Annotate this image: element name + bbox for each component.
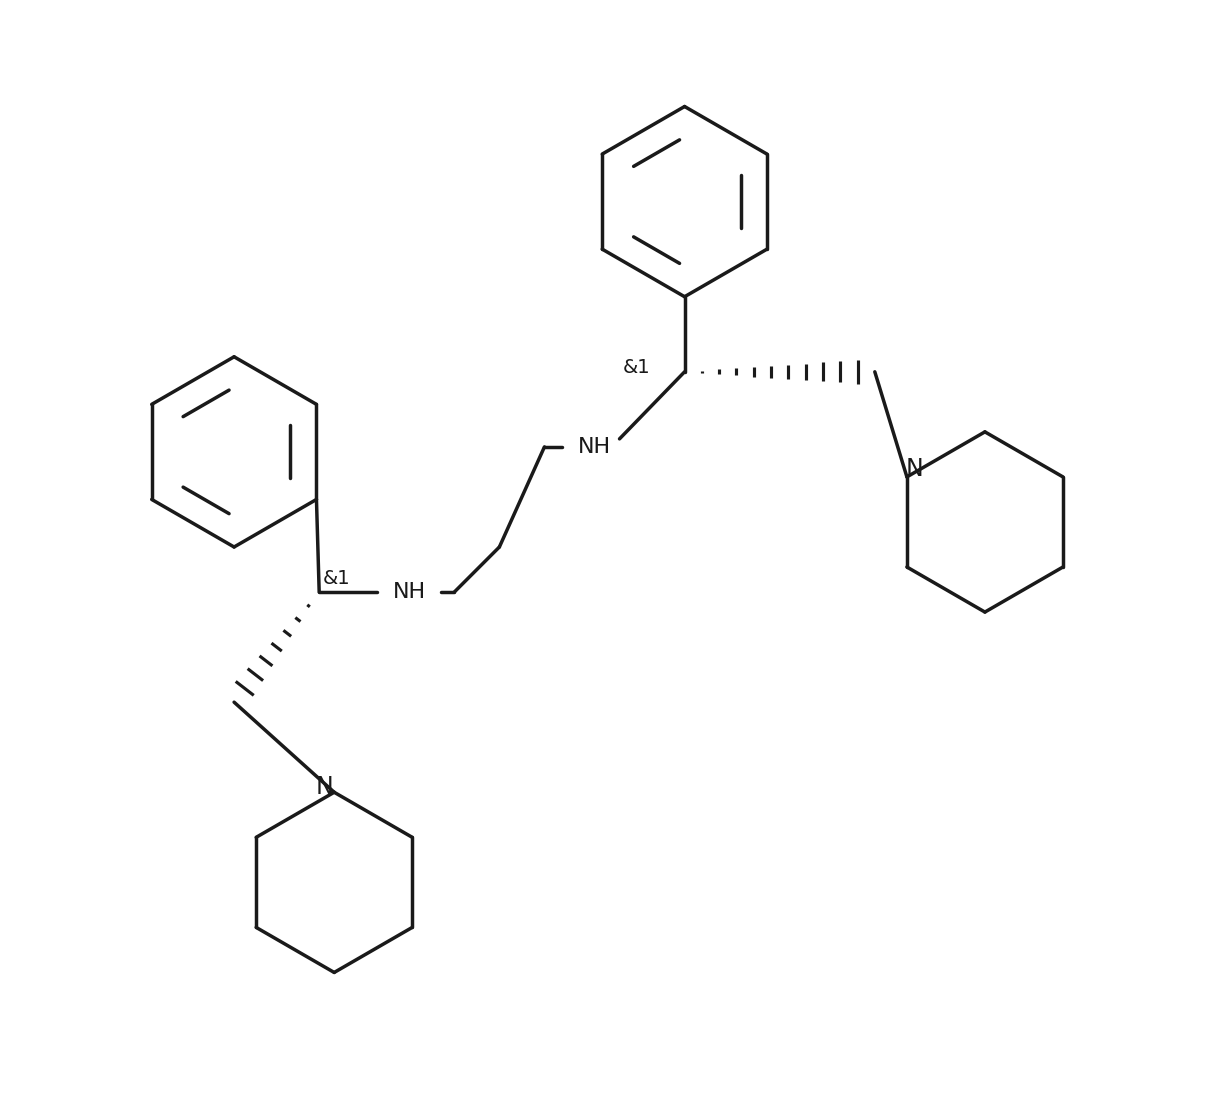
Text: N: N bbox=[906, 457, 924, 481]
Text: N: N bbox=[316, 775, 332, 799]
Text: &1: &1 bbox=[323, 569, 351, 587]
Text: NH: NH bbox=[393, 582, 426, 602]
Text: NH: NH bbox=[578, 437, 611, 457]
Text: &1: &1 bbox=[623, 359, 650, 378]
